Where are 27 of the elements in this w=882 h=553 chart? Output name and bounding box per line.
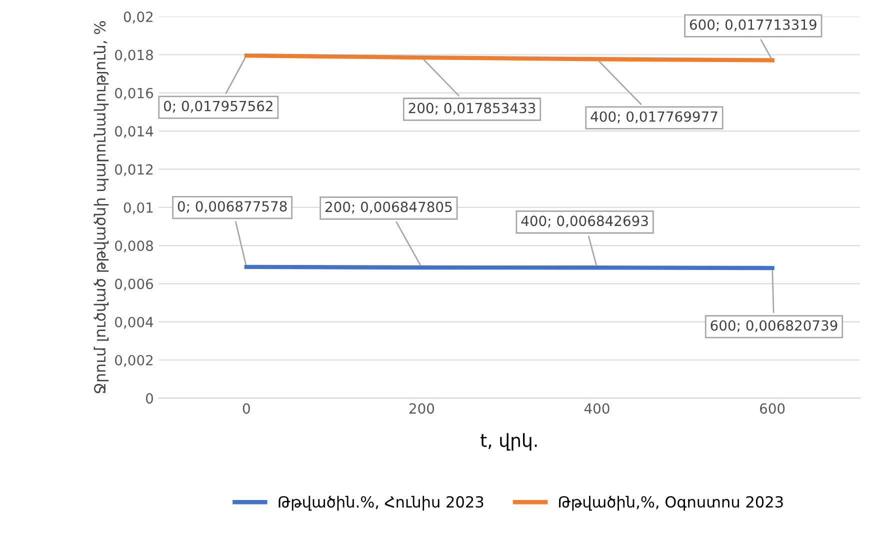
y-tick-label: 0,018 [115,50,153,62]
data-label: 0; 0,006877578 [178,201,287,214]
x-tick-label: 400 [584,403,610,414]
y-tick-label: 0,008 [115,240,153,252]
x-axis-title: t, վրկ. [480,433,537,451]
y-tick-label: 0,006 [115,278,154,291]
legend-label: Թթվածին,%, Օգոստոս 2023 [559,496,783,511]
y-tick-label: 0,004 [115,316,154,329]
data-label: 400; 0,006842693 [521,216,648,228]
y-tick-label: 0,02 [124,12,153,24]
data-label: 200; 0,006847805 [326,202,452,214]
y-tick-label: 0,014 [115,126,154,138]
y-tick-label: 0,012 [115,164,153,176]
data-label: 0; 0,017957562 [164,100,272,113]
y-tick-label: 0,002 [115,354,153,367]
y-tick-label: 0,016 [115,88,154,100]
x-tick-label: 200 [409,403,434,414]
data-label: 200; 0,017853433 [408,102,536,115]
y-tick-label: 0,01 [124,202,153,214]
legend-label: Թթվածին.%, Հունիս 2023 [278,496,484,511]
data-label: 600; 0,017713319 [690,19,816,32]
y-axis-title: Ջրում լուծված թթվածնի պարունակություն, % [94,21,109,394]
y-tick-label: 0 [146,393,153,404]
data-label: 400; 0,017769977 [590,111,718,124]
x-tick-label: 600 [760,403,785,414]
x-tick-label: 0 [242,403,250,414]
data-label: 600; 0,006820739 [710,320,838,332]
